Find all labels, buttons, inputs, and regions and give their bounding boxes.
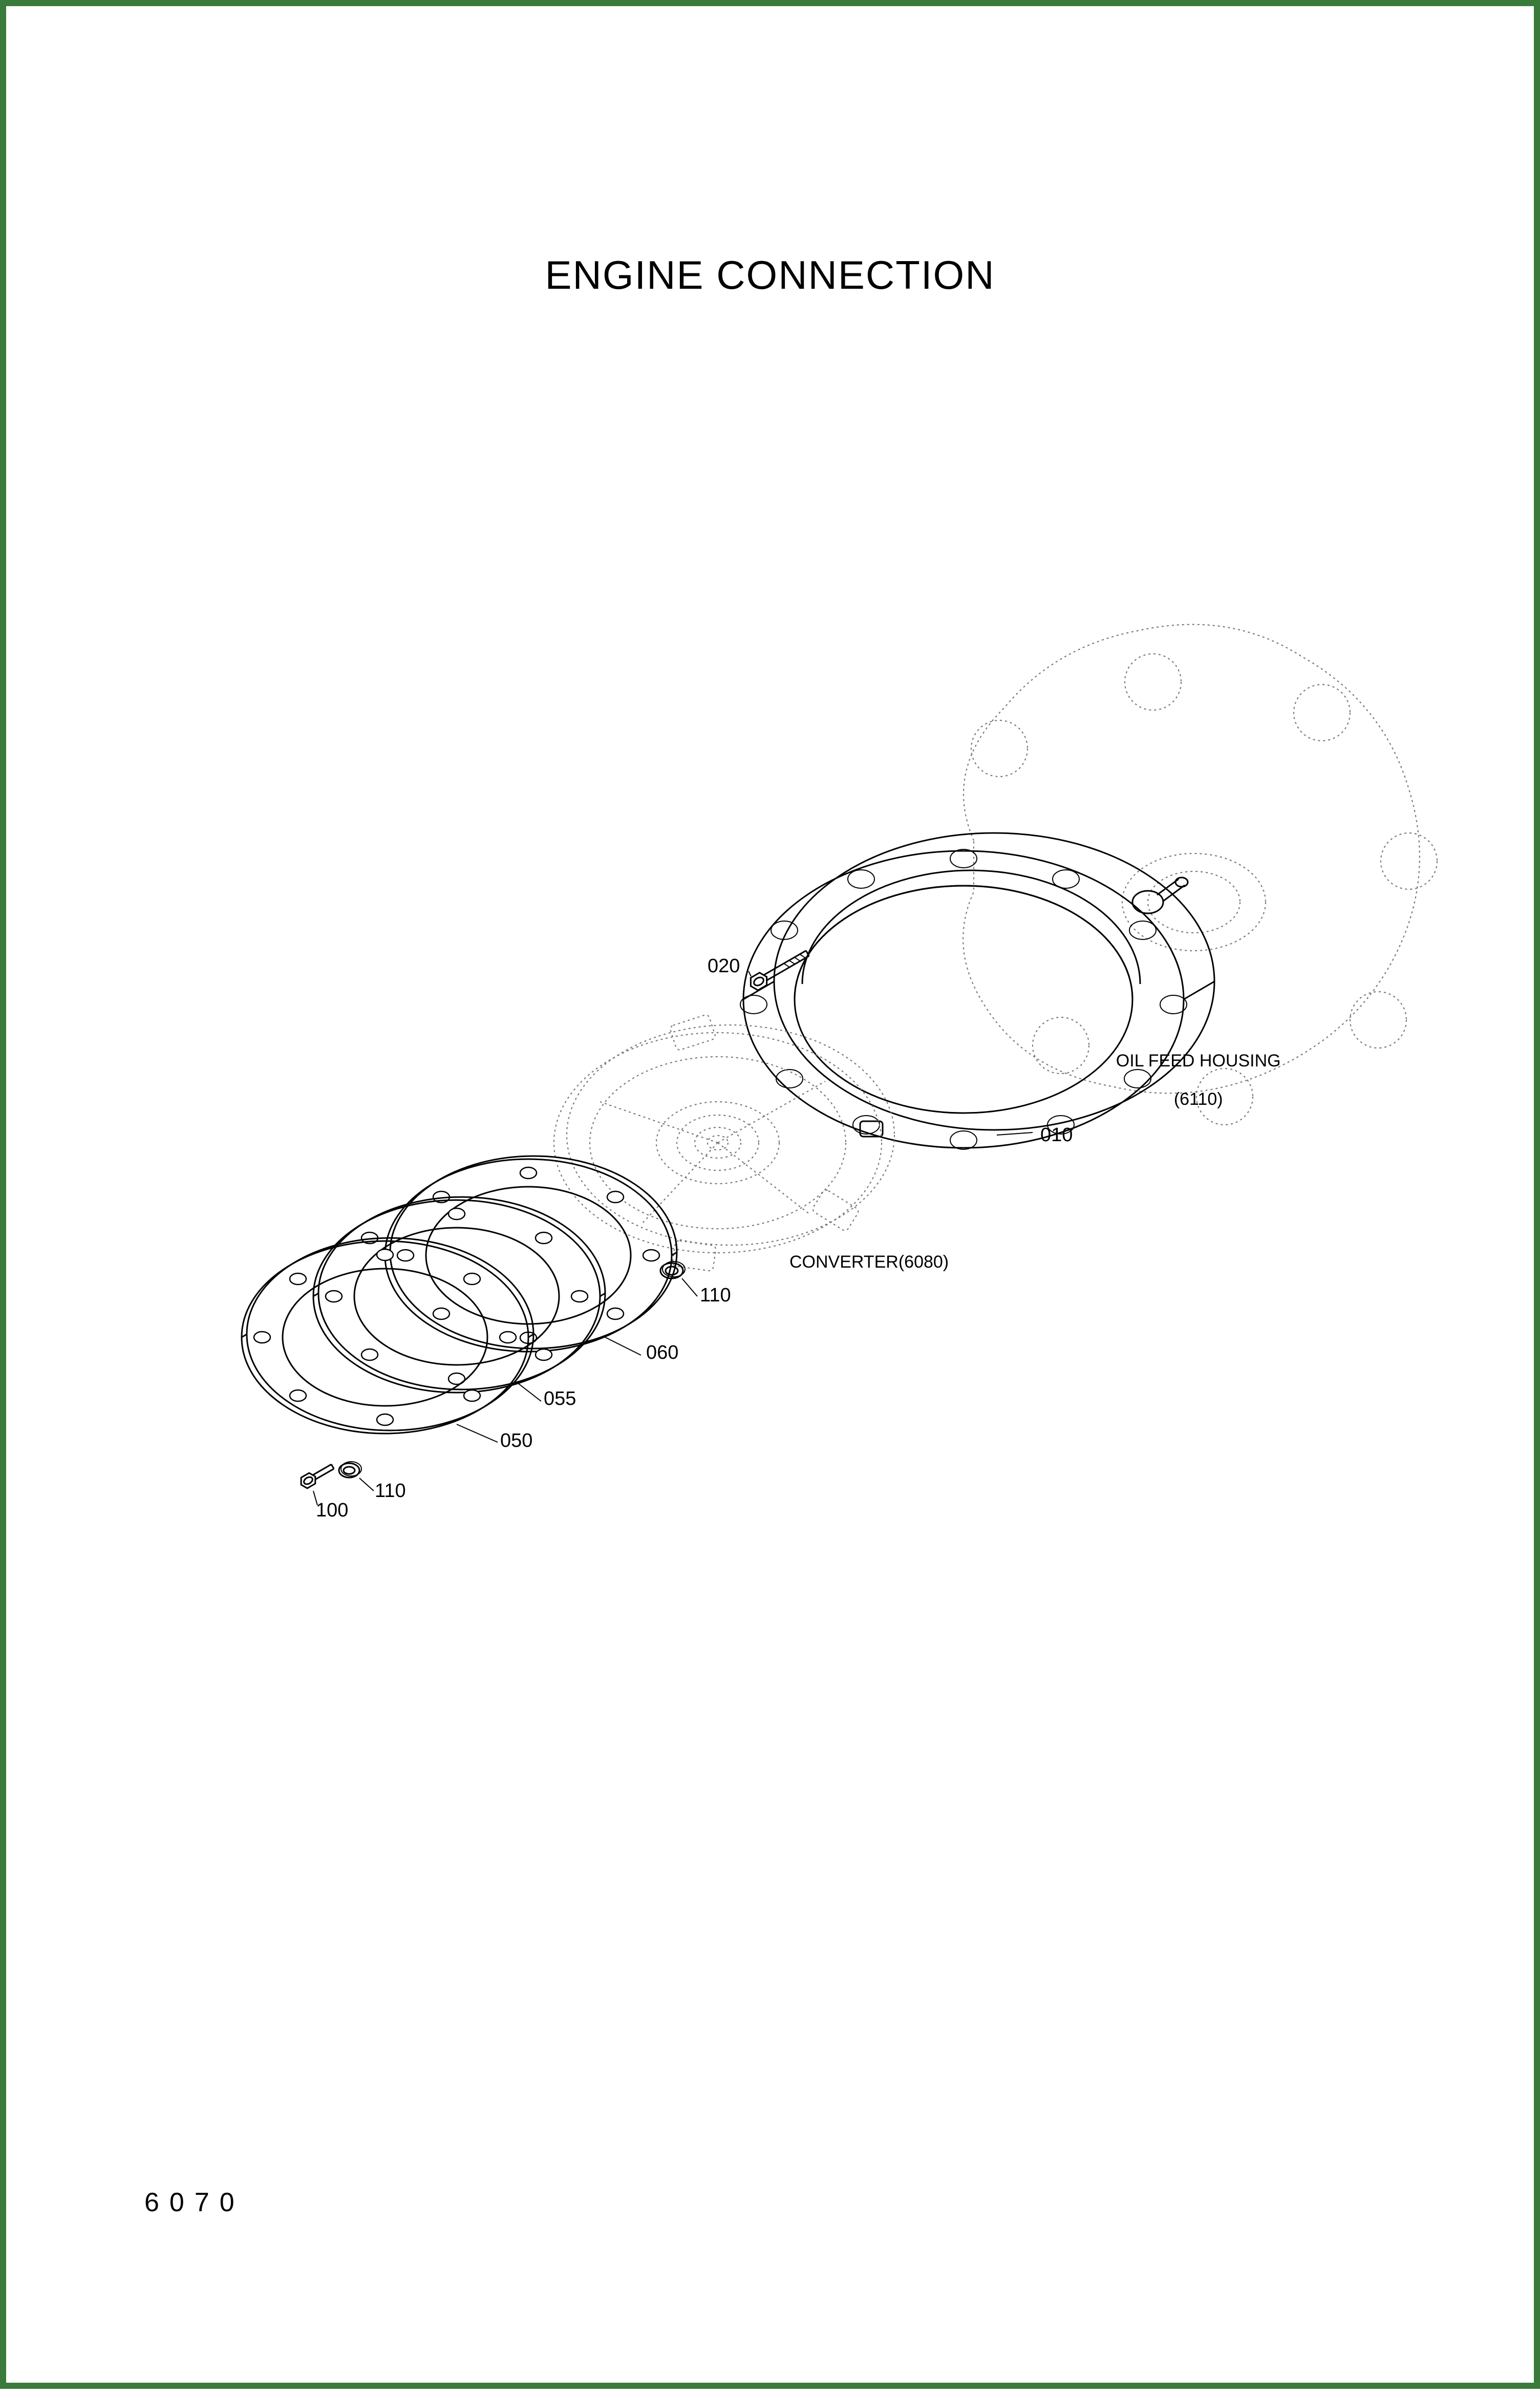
washer-110-left [339,1462,361,1478]
label-converter: CONVERTER(6080) [789,1253,949,1272]
page-frame: ENGINE CONNECTION 6070 [0,0,1540,2389]
bolt-020 [747,947,811,992]
callout-020: 020 [708,956,740,977]
callout-060: 060 [646,1342,678,1364]
callout-110-right: 110 [700,1285,731,1307]
label-oil-feed-housing-line2: (6110) [1174,1089,1223,1109]
callout-100: 100 [316,1500,348,1522]
callout-055: 055 [544,1388,576,1410]
converter-ref [554,1014,894,1271]
bolt-100 [298,1461,335,1490]
callout-050: 050 [500,1430,532,1452]
label-oil-feed-housing: OIL FEED HOUSING (6110) [1097,1033,1281,1128]
flex-plate-060 [385,1156,677,1352]
exploded-view-svg [6,6,1540,2395]
callout-010: 010 [1040,1125,1073,1146]
label-oil-feed-housing-line1: OIL FEED HOUSING [1116,1051,1281,1071]
callout-110-left: 110 [375,1481,406,1502]
flex-plate-055 [313,1197,605,1393]
flex-plate-050 [242,1238,533,1434]
